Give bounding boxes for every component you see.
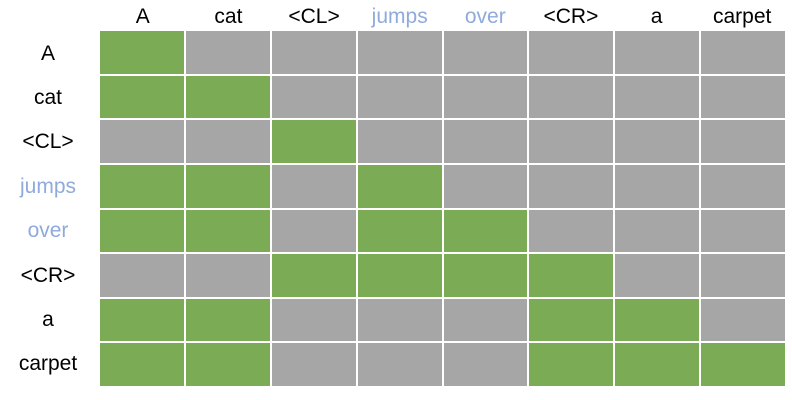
mask-cell	[701, 298, 785, 342]
mask-cell	[100, 343, 184, 386]
mask-cell	[100, 254, 184, 297]
mask-cell	[615, 254, 700, 297]
mask-cell	[357, 298, 442, 342]
mask-cell	[100, 164, 184, 208]
mask-cell	[357, 209, 442, 253]
mask-cell	[443, 75, 528, 119]
mask-cell	[185, 298, 270, 342]
mask-cell	[443, 298, 528, 342]
mask-cell	[701, 254, 785, 297]
mask-cell	[615, 120, 700, 163]
mask-cell	[271, 343, 356, 386]
mask-cell	[357, 75, 442, 119]
mask-cell	[529, 298, 614, 342]
mask-cell	[443, 164, 528, 208]
row-label-a: A	[40, 41, 55, 65]
column-header-a: a	[650, 5, 663, 28]
mask-cell	[443, 343, 528, 386]
mask-cell	[271, 31, 356, 74]
mask-cell	[100, 75, 184, 119]
row-label-over: over	[27, 219, 69, 243]
mask-cell	[185, 209, 270, 253]
mask-cell	[100, 298, 184, 342]
mask-cell	[529, 164, 614, 208]
column-header-over: over	[464, 5, 506, 28]
mask-cell	[615, 31, 700, 74]
mask-cell	[271, 75, 356, 119]
mask-cell	[443, 209, 528, 253]
row-label-cl: <CL>	[22, 130, 74, 154]
mask-cell	[615, 164, 700, 208]
column-header-cat: cat	[214, 5, 243, 28]
mask-cell	[271, 254, 356, 297]
row-label-jumps: jumps	[19, 174, 77, 198]
mask-cell	[701, 31, 785, 74]
mask-cell	[529, 254, 614, 297]
mask-cell	[357, 254, 442, 297]
row-label-carpet: carpet	[18, 352, 78, 376]
mask-cell	[701, 75, 785, 119]
column-header-jumps: jumps	[371, 5, 428, 28]
mask-cell	[701, 343, 785, 386]
mask-cell	[615, 298, 700, 342]
mask-cell	[443, 120, 528, 163]
mask-cell	[701, 120, 785, 163]
mask-cell	[615, 343, 700, 386]
mask-cell	[185, 31, 270, 74]
mask-cell	[271, 120, 356, 163]
mask-cell	[357, 120, 442, 163]
mask-cell	[100, 120, 184, 163]
mask-cell	[615, 75, 700, 119]
mask-cell	[357, 164, 442, 208]
mask-cell	[185, 120, 270, 163]
mask-cell	[615, 209, 700, 253]
mask-cell	[529, 120, 614, 163]
row-label-cat: cat	[33, 86, 62, 110]
mask-cell	[185, 164, 270, 208]
mask-cell	[100, 31, 184, 74]
mask-cell	[529, 209, 614, 253]
column-header-cr: <CR>	[543, 5, 599, 28]
mask-cell	[443, 254, 528, 297]
mask-cell	[357, 343, 442, 386]
mask-cell	[185, 75, 270, 119]
mask-cell	[271, 164, 356, 208]
column-header-a: A	[135, 5, 150, 28]
row-label-a: a	[42, 307, 54, 331]
mask-cell	[100, 209, 184, 253]
mask-cell	[529, 31, 614, 74]
mask-cell	[271, 298, 356, 342]
mask-cell	[443, 31, 528, 74]
mask-cell	[185, 254, 270, 297]
column-header-cl: <CL>	[288, 5, 340, 28]
mask-cell	[357, 31, 442, 74]
attention-mask-grid	[100, 31, 785, 386]
mask-cell	[701, 164, 785, 208]
mask-cell	[271, 209, 356, 253]
mask-cell	[529, 75, 614, 119]
mask-cell	[185, 343, 270, 386]
column-header-carpet: carpet	[713, 5, 772, 28]
mask-cell	[701, 209, 785, 253]
mask-cell	[529, 343, 614, 386]
row-label-cr: <CR>	[20, 263, 76, 287]
